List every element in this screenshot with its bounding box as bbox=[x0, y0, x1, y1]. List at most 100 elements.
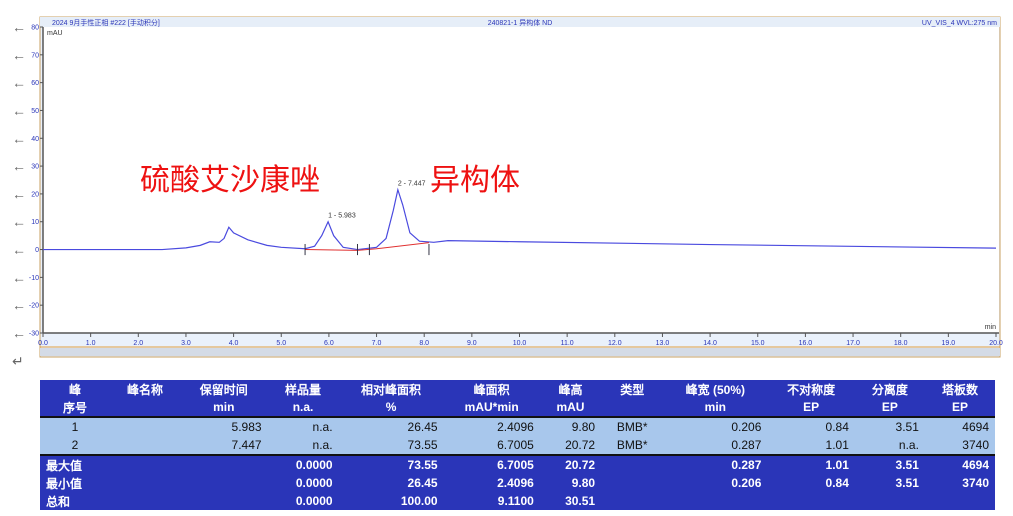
table-cell: 20.72 bbox=[539, 454, 602, 474]
table-cell: BMB* bbox=[601, 436, 664, 455]
x-tick-label: 10.0 bbox=[513, 340, 527, 347]
table-cell bbox=[601, 398, 664, 417]
table-cell: 0.0000 bbox=[267, 474, 339, 492]
x-tick-label: 7.0 bbox=[372, 340, 382, 347]
table-cell: % bbox=[338, 398, 444, 417]
arrow-mark: ← bbox=[12, 47, 26, 63]
trace-line bbox=[43, 187, 997, 251]
table-cell: min bbox=[180, 398, 268, 417]
table-cell: 6.7005 bbox=[443, 436, 540, 455]
table-cell: 9.1100 bbox=[443, 492, 540, 510]
table-cell: 0.206 bbox=[663, 416, 768, 436]
y-axis-label: mAU bbox=[47, 30, 63, 37]
arrow-mark: ← bbox=[12, 130, 26, 146]
table-cell: 分离度 bbox=[854, 380, 925, 398]
table-cell: 峰名称 bbox=[110, 380, 181, 398]
table-cell: EP bbox=[767, 398, 855, 417]
table-cell: 7.447 bbox=[180, 436, 268, 455]
table-cell: 序号 bbox=[40, 398, 111, 417]
y-tick-label: -20 bbox=[29, 303, 39, 310]
table-cell: 3740 bbox=[924, 436, 995, 455]
y-tick-label: -10 bbox=[29, 275, 39, 282]
table-cell: BMB* bbox=[601, 416, 664, 436]
y-tick-label: 60 bbox=[31, 80, 39, 87]
x-tick-label: 14.0 bbox=[703, 340, 717, 347]
x-tick-label: 13.0 bbox=[656, 340, 670, 347]
y-tick-label: -30 bbox=[29, 331, 39, 338]
table-cell bbox=[601, 454, 664, 474]
y-tick-label: 30 bbox=[31, 164, 39, 171]
table-cell: 4694 bbox=[924, 454, 995, 474]
table-cell: 0.206 bbox=[663, 474, 768, 492]
table-cell bbox=[601, 492, 664, 510]
header-row: 序号 min n.a.% mAU*min mAU min EP EP EP bbox=[40, 398, 995, 417]
table-cell: 最大值 bbox=[40, 454, 111, 474]
table-row: 1 5.983 n.a. 26.45 2.4096 9.80 BMB* 0.206 0.84 3.… bbox=[40, 416, 995, 436]
arrow-mark: ← bbox=[12, 186, 26, 202]
arrow-mark: ← bbox=[12, 158, 26, 174]
x-tick-label: 18.0 bbox=[894, 340, 908, 347]
x-tick-label: 11.0 bbox=[561, 340, 574, 347]
x-tick-label: 19.0 bbox=[942, 340, 956, 347]
integration-baseline bbox=[305, 242, 430, 251]
scrollbar[interactable] bbox=[40, 348, 1000, 356]
table-cell: mAU*min bbox=[443, 398, 540, 417]
table-cell: 30.51 bbox=[539, 492, 602, 510]
table-cell: 样品量 bbox=[267, 380, 339, 398]
arrow-mark: ← bbox=[12, 297, 26, 313]
arrow-mark: ← bbox=[12, 242, 26, 258]
table-cell: 0.84 bbox=[767, 416, 855, 436]
table-cell: 6.7005 bbox=[443, 454, 540, 474]
x-tick-label: 1.0 bbox=[86, 340, 96, 347]
table-cell: 2.4096 bbox=[443, 474, 540, 492]
x-tick-label: 6.0 bbox=[324, 340, 334, 347]
x-axis-label: min bbox=[985, 324, 996, 331]
arrow-mark: ← bbox=[12, 19, 26, 35]
table-cell: EP bbox=[854, 398, 925, 417]
annotation-isomer: 异构体 bbox=[430, 164, 520, 197]
table-cell bbox=[663, 492, 768, 510]
arrow-mark: ← bbox=[12, 102, 26, 118]
plot-area bbox=[43, 27, 999, 333]
table-cell: 总和 bbox=[40, 492, 111, 510]
y-tick-label: 40 bbox=[31, 136, 39, 143]
chromatogram: 2024 9月手性正相 #222 [手动积分] 240821-1 异构体 ND UV… bbox=[12, 16, 1003, 369]
annotation-main-compound: 硫酸艾沙康唑 bbox=[140, 164, 320, 197]
table-cell: 1.01 bbox=[767, 436, 855, 455]
header-center: 240821-1 异构体 ND bbox=[488, 18, 553, 27]
x-tick-label: 9.0 bbox=[467, 340, 477, 347]
table-cell: mAU bbox=[539, 398, 602, 417]
table-cell: 相对峰面积 bbox=[338, 380, 444, 398]
table-cell: 峰高 bbox=[539, 380, 602, 398]
table-cell: min bbox=[663, 398, 768, 417]
table-cell bbox=[180, 474, 268, 492]
table-cell: 类型 bbox=[601, 380, 664, 398]
arrow-mark: ← bbox=[12, 75, 26, 91]
x-tick-label: 5.0 bbox=[276, 340, 286, 347]
table-row: 2 7.447 n.a. 73.55 6.7005 20.72 BMB* 0.287 1.01 n… bbox=[40, 436, 995, 455]
table-cell bbox=[110, 398, 181, 417]
x-tick-label: 4.0 bbox=[229, 340, 239, 347]
table-cell: 1 bbox=[40, 416, 111, 436]
table-cell: 73.55 bbox=[338, 436, 444, 455]
table-cell: 5.983 bbox=[180, 416, 268, 436]
summary-row: 最大值 0.0000 73.55 6.7005 20.72 0.287 1.01 3.51 46… bbox=[40, 454, 995, 474]
table-cell: 26.45 bbox=[338, 416, 444, 436]
table-cell: 塔板数 bbox=[924, 380, 995, 398]
table-cell: 4694 bbox=[924, 416, 995, 436]
x-tick-label: 0.0 bbox=[38, 340, 48, 347]
table-cell bbox=[180, 454, 268, 474]
summary-row: 最小值 0.0000 26.45 2.4096 9.80 0.206 0.84 3.51 374… bbox=[40, 474, 995, 492]
table-cell: 峰面积 bbox=[443, 380, 540, 398]
peak-label: 2 - 7.447 bbox=[398, 181, 426, 188]
table-cell bbox=[110, 474, 181, 492]
table-cell: 20.72 bbox=[539, 436, 602, 455]
table-cell: 不对称度 bbox=[767, 380, 855, 398]
summary-row: 总和 0.0000 100.00 9.1100 30.51 bbox=[40, 492, 995, 510]
y-tick-label: 80 bbox=[31, 25, 39, 32]
arrow-mark: ↵ bbox=[12, 353, 24, 369]
header-row: 峰峰名称 保留时间 样品量 相对峰面积 峰面积 峰高 类型 峰宽 (50%) 不对称度 分离度 塔板… bbox=[40, 380, 995, 398]
table-cell: 1.01 bbox=[767, 454, 855, 474]
table-cell: 2 bbox=[40, 436, 111, 455]
table-cell bbox=[854, 492, 925, 510]
